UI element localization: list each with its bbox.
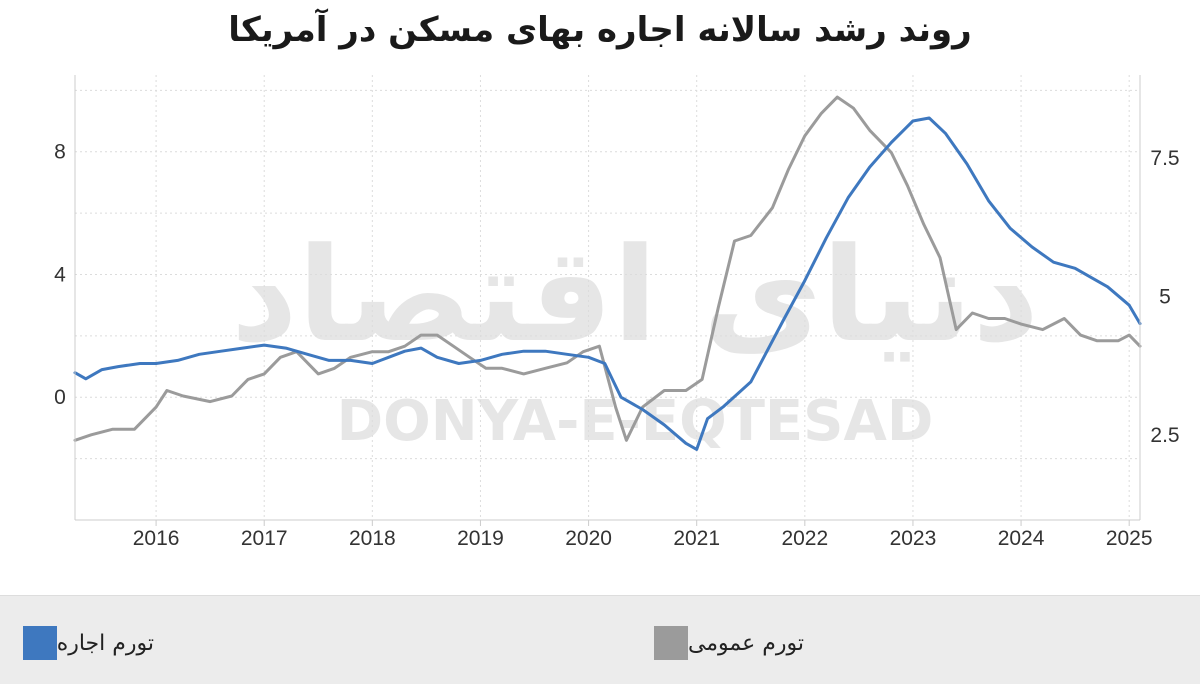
axes: 0 4 8 2.5 5 7.5 2016 2017 2018 2019 2020 2021 2022 20… <box>54 75 1180 550</box>
x-tick-label: 2018 <box>349 527 396 550</box>
series-layer <box>73 95 1142 451</box>
series-line-rent <box>73 116 1142 451</box>
y-right-tick-label: 2.5 <box>1150 424 1179 447</box>
y-left-tick-label: 8 <box>54 141 66 164</box>
legend-swatch-rent <box>22 626 57 660</box>
y-right-tick-label: 5 <box>1159 285 1171 308</box>
y-left-tick-label: 4 <box>54 263 66 286</box>
chart-title: روند رشد سالانه اجاره بهای مسکن در آمریک… <box>228 10 972 50</box>
legend-swatch-general <box>653 626 688 660</box>
x-tick-label: 2019 <box>457 527 504 550</box>
y-left-tick-label: 0 <box>54 386 66 409</box>
x-tick-label: 2017 <box>241 527 288 550</box>
watermark-persian: دنیای اقتصاد <box>231 219 1039 371</box>
legend-label-rent: تورم اجاره <box>56 630 154 656</box>
series-line-general <box>73 95 1142 442</box>
x-tick-label: 2016 <box>133 527 180 550</box>
x-tick-label: 2022 <box>781 527 828 550</box>
x-tick-label: 2023 <box>890 527 937 550</box>
y-right-tick-label: 7.5 <box>1150 147 1179 170</box>
legend-item-rent: تورم اجاره <box>22 626 170 660</box>
legend-item-general: تورم عمومی <box>653 626 820 660</box>
x-tick-label: 2020 <box>565 527 612 550</box>
x-tick-label: 2021 <box>673 527 720 550</box>
legend-label-general: تورم عمومی <box>687 630 804 656</box>
x-tick-label: 2025 <box>1106 527 1153 550</box>
legend: تورم اجاره تورم عمومی <box>0 595 1200 684</box>
x-tick-label: 2024 <box>998 527 1045 550</box>
